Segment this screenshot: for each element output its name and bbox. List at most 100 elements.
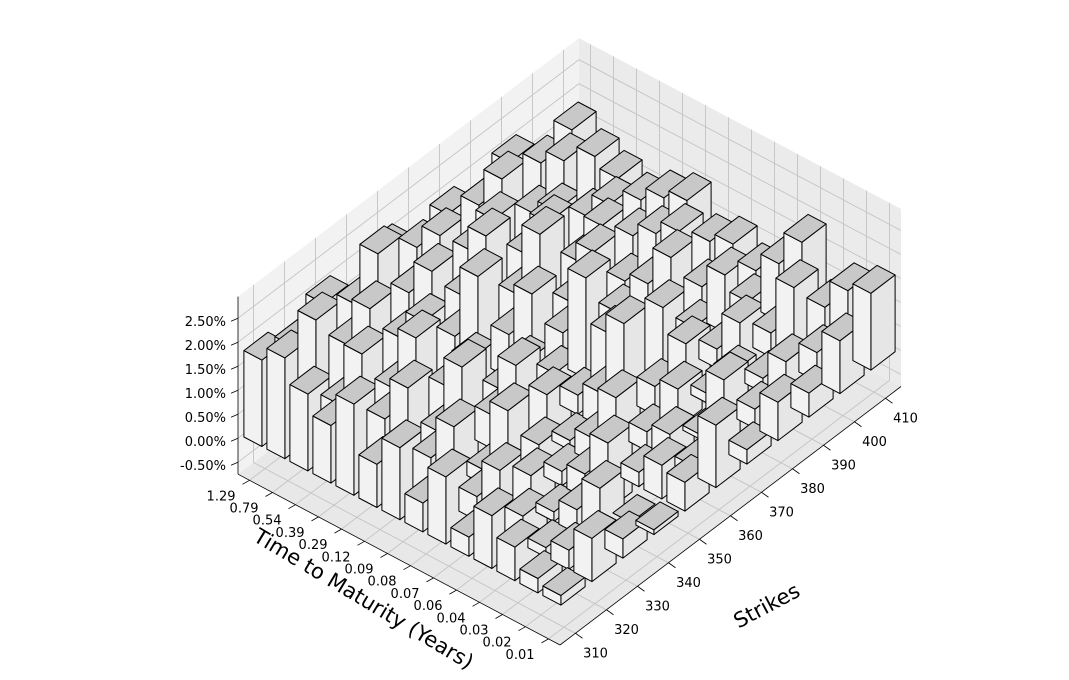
bar-top <box>343 325 387 355</box>
x-tick-label: 320 <box>614 623 639 638</box>
z-tick-label: -0.50% <box>180 459 226 474</box>
z-tick-mark <box>230 413 239 418</box>
y-tick-mark <box>472 601 480 607</box>
y-tick-label: 0.07 <box>391 587 420 602</box>
x-tick-mark <box>885 397 893 404</box>
y-tick-mark <box>403 565 411 571</box>
x-tick-mark <box>606 609 614 616</box>
bar-face <box>567 267 587 380</box>
bar-top <box>705 351 749 381</box>
bar-top <box>351 280 395 310</box>
bar-top <box>581 459 625 489</box>
z-tick-mark <box>230 341 239 346</box>
bar-face <box>473 505 493 569</box>
x-axis-label: Strikes <box>730 578 804 633</box>
bar-top <box>575 223 619 253</box>
bar-top <box>576 128 620 157</box>
x-tick-mark <box>699 538 707 545</box>
bar-top <box>496 518 540 548</box>
z-tick-label: 2.00% <box>185 339 226 354</box>
z-tick-label: 2.50% <box>185 315 226 330</box>
z-tick-label: 1.50% <box>185 363 226 378</box>
x-tick-mark <box>575 632 583 639</box>
bar-top <box>513 265 557 295</box>
bar-top <box>852 264 896 294</box>
bar-face <box>289 384 309 472</box>
bar-top <box>651 406 695 435</box>
bar-top <box>783 213 827 243</box>
bar-top <box>397 309 441 339</box>
bar-top <box>521 205 565 235</box>
z-tick-label: 0.00% <box>185 435 226 450</box>
bar-top <box>528 366 572 396</box>
bar-top <box>427 448 471 478</box>
bar-top <box>381 419 425 449</box>
y-tick-mark <box>426 577 434 583</box>
bar-top <box>359 225 403 255</box>
bar-top <box>721 294 765 324</box>
bar-top <box>635 501 679 531</box>
y-grid-line <box>548 202 890 640</box>
x-tick-label: 410 <box>893 411 918 426</box>
y-tick-mark <box>449 589 457 595</box>
bar-top <box>421 207 465 237</box>
bar-top <box>542 567 586 596</box>
bar-face <box>312 415 332 484</box>
x-tick-mark <box>761 491 769 498</box>
x-tick-mark <box>668 562 676 569</box>
bar-face <box>821 330 841 395</box>
bar-top <box>289 365 333 395</box>
bar-top <box>714 215 758 245</box>
bar-top <box>567 249 611 279</box>
y-tick-label: 1.29 <box>207 489 236 504</box>
y-tick-label: 0.02 <box>483 636 512 651</box>
y-tick-mark <box>311 516 319 522</box>
bar-top <box>459 248 503 277</box>
bar-top <box>605 295 649 325</box>
z-grid-line <box>237 83 902 343</box>
y-tick-mark <box>288 504 296 510</box>
x-tick-label: 400 <box>862 435 887 450</box>
x-tick-label: 350 <box>707 552 732 567</box>
bar-top <box>573 510 617 539</box>
bar-top <box>775 259 819 289</box>
y-tick-label: 0.79 <box>230 502 259 517</box>
bar-face <box>266 347 286 460</box>
bar-top <box>644 279 688 309</box>
bar-top <box>443 338 487 368</box>
x-tick-label: 370 <box>769 505 794 520</box>
bar-top <box>697 396 741 426</box>
x-tick-mark <box>730 515 738 522</box>
z-tick-mark <box>230 365 239 370</box>
x-tick-label: 340 <box>676 576 701 591</box>
bar-face <box>697 415 717 489</box>
bar-face <box>852 283 872 371</box>
y-tick-label: 0.08 <box>368 575 397 590</box>
bar-top <box>389 359 433 389</box>
z-tick-mark <box>230 389 239 394</box>
x-tick-label: 390 <box>831 458 856 473</box>
y-tick-label: 0.12 <box>322 550 351 565</box>
bar-top <box>652 229 696 258</box>
bar-top <box>589 414 633 444</box>
z-tick-mark <box>230 317 239 322</box>
bar-top <box>659 360 703 390</box>
bar-face <box>243 350 263 447</box>
bars <box>243 101 896 606</box>
bar-top <box>413 242 457 272</box>
x-tick-label: 380 <box>800 482 825 497</box>
y-tick-mark <box>495 614 503 619</box>
bar-top <box>668 172 712 201</box>
y-tick-label: 0.39 <box>276 526 305 541</box>
y-tick-label: 0.04 <box>437 611 466 626</box>
bar-top <box>473 487 517 517</box>
y-tick-mark <box>541 638 549 644</box>
bar-top <box>489 382 533 412</box>
bar-top <box>467 207 511 237</box>
bar-top <box>483 150 527 180</box>
axis-lines <box>230 296 902 646</box>
bar-top <box>597 369 641 399</box>
x-tick-label: 330 <box>645 599 670 614</box>
bar-top <box>335 375 379 405</box>
